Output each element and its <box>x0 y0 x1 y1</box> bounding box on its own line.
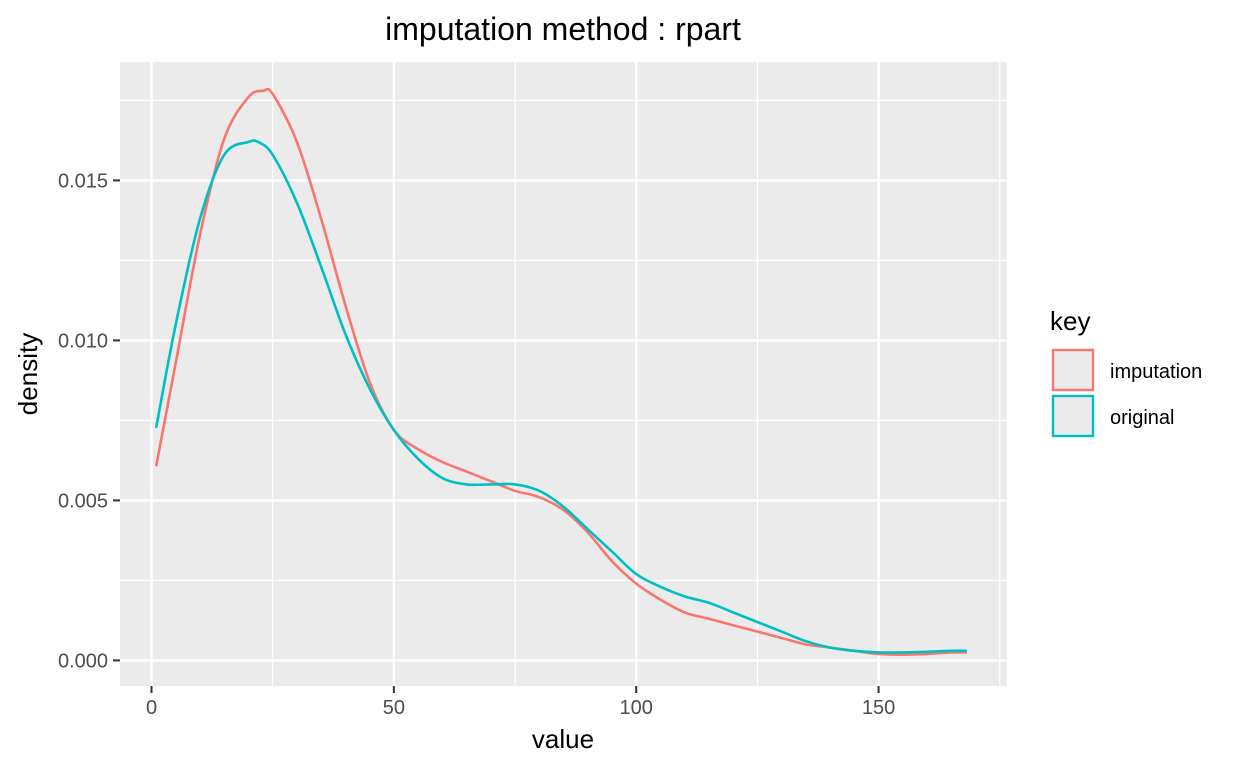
series-line-original <box>155 139 968 654</box>
legend-key-original <box>1051 394 1095 438</box>
y-tick-label: 0.000 <box>58 650 108 672</box>
x-axis-label: value <box>532 724 594 754</box>
legend-key-imputation <box>1051 348 1095 392</box>
major-gridlines <box>120 62 1007 686</box>
legend-label-original: original <box>1110 407 1174 429</box>
legend-label-imputation: imputation <box>1110 361 1202 383</box>
y-axis-ticks: 0.000 0.005 0.010 0.015 <box>58 170 120 672</box>
legend-items: imputation original <box>1051 348 1202 438</box>
minor-gridlines <box>120 62 1007 686</box>
y-tick-label: 0.005 <box>58 490 108 512</box>
chart-title: imputation method : rpart <box>385 11 741 47</box>
plot-panel <box>120 62 1007 686</box>
x-tick-label: 50 <box>383 697 405 719</box>
x-axis-ticks: 0 50 100 150 <box>146 686 895 719</box>
y-tick-label: 0.015 <box>58 170 108 192</box>
x-tick-label: 150 <box>862 697 895 719</box>
x-tick-label: 0 <box>146 697 157 719</box>
y-axis-label: density <box>13 333 43 415</box>
y-tick-label: 0.010 <box>58 330 108 352</box>
x-tick-label: 100 <box>620 697 653 719</box>
series-layer <box>155 87 968 656</box>
legend: key imputation original <box>1050 306 1202 438</box>
legend-title: key <box>1050 306 1090 336</box>
legend-key-bg <box>1052 349 1094 391</box>
legend-key-bg <box>1052 395 1094 437</box>
